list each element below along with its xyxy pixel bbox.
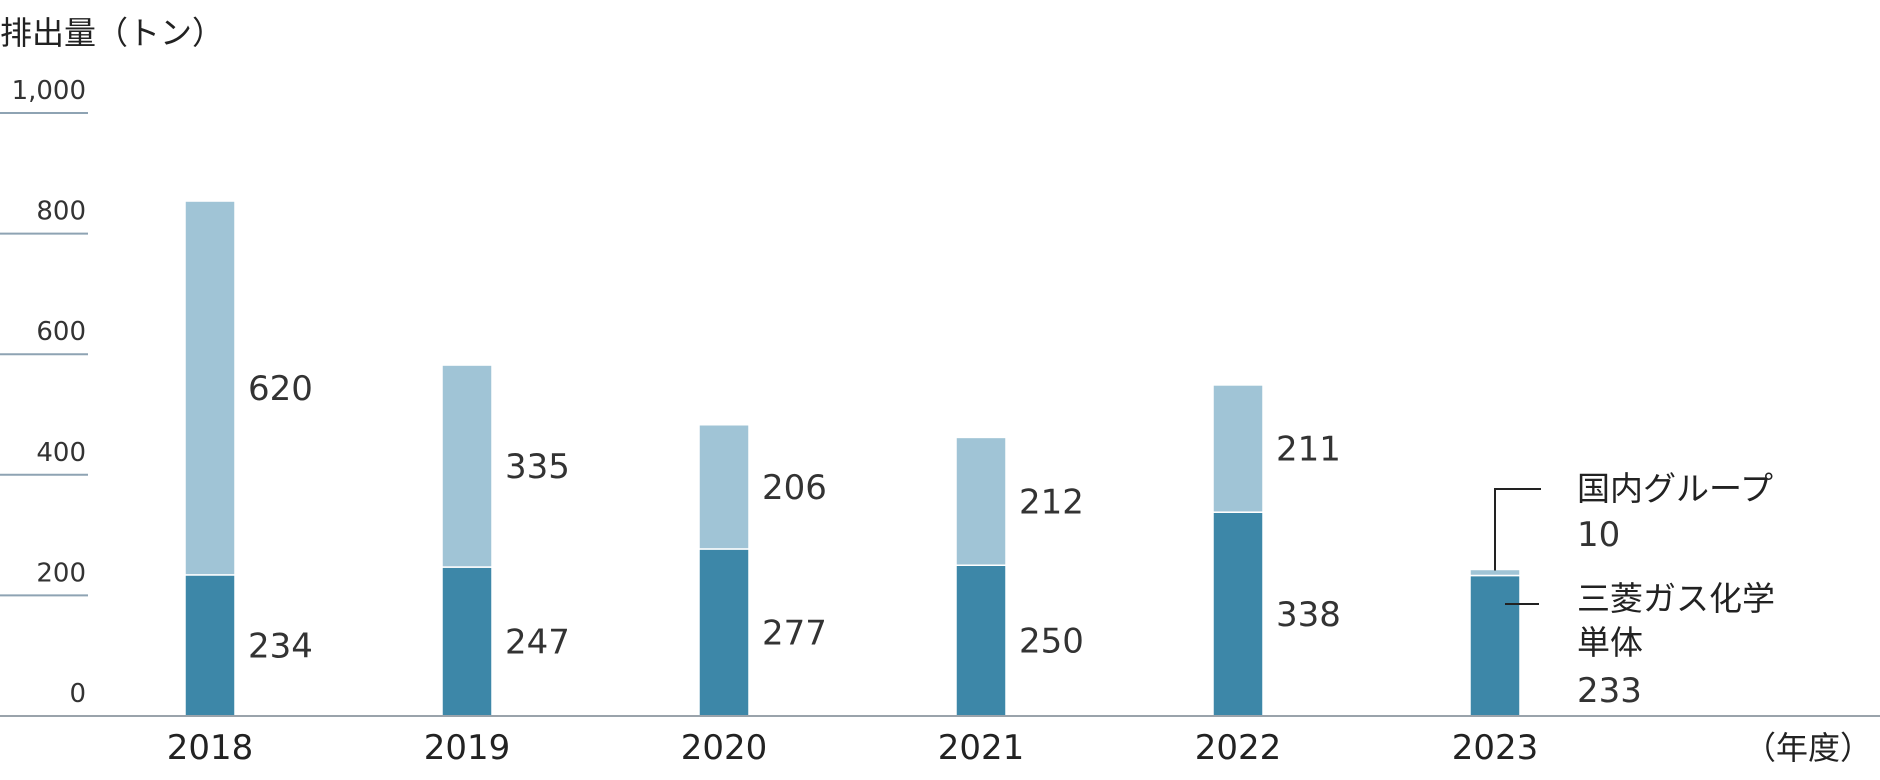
bar-segment <box>441 566 493 717</box>
legend-label: 単体 <box>1577 623 1643 662</box>
y-axis-title: 排出量（トン） <box>0 14 224 52</box>
x-axis-ticks: 2018 2019 2020 2021 2022 2023 <box>167 728 1539 768</box>
bar-value-label: 335 <box>505 447 570 487</box>
bar-segment <box>184 574 236 717</box>
y-tick-label: 400 <box>36 438 86 468</box>
x-axis-title: （年度） <box>1744 729 1872 767</box>
bar-segment <box>184 200 236 576</box>
bar-segment <box>441 364 493 568</box>
bar-value-label: 212 <box>1019 482 1084 522</box>
bar-value-label: 247 <box>505 623 570 663</box>
y-tick-label: 1,000 <box>12 76 86 106</box>
bar-value-label: 338 <box>1276 595 1341 635</box>
bar-value-label: 233 <box>1577 671 1642 711</box>
x-tick-label: 2018 <box>167 728 254 768</box>
legend-leader-line <box>1494 488 1541 571</box>
value-labels: 234 620 247 335 277 206 250 212 338 211 233 10 <box>248 369 1642 711</box>
x-tick-label: 2023 <box>1452 728 1539 768</box>
x-tick-label: 2022 <box>1195 728 1282 768</box>
bar-segment <box>1212 511 1264 717</box>
x-tick-label: 2021 <box>938 728 1025 768</box>
bar-value-label: 234 <box>248 626 313 666</box>
bar-value-label: 10 <box>1577 515 1620 555</box>
bar-segment <box>698 424 750 550</box>
bar-value-label: 250 <box>1019 622 1084 662</box>
bar-value-label: 206 <box>762 468 827 508</box>
bar-segment <box>698 548 750 717</box>
legend-label: 三菱ガス化学 <box>1577 579 1775 618</box>
bar-value-label: 277 <box>762 613 827 653</box>
y-tick-label: 0 <box>69 679 86 709</box>
bar-segment <box>1212 384 1264 513</box>
bar-value-label: 211 <box>1276 430 1341 470</box>
bar-segment <box>955 564 1007 717</box>
bar-segment <box>955 436 1007 566</box>
bar-value-label: 620 <box>248 369 313 409</box>
y-tick-label: 600 <box>36 317 86 347</box>
legend-label: 国内グループ <box>1577 469 1773 508</box>
x-tick-label: 2019 <box>424 728 511 768</box>
y-axis-ticks: 0 200 400 600 800 1,000 <box>0 76 88 709</box>
y-tick-label: 800 <box>36 197 86 227</box>
y-tick-label: 200 <box>36 558 86 588</box>
x-tick-label: 2020 <box>681 728 768 768</box>
bars <box>184 200 1521 717</box>
bar-segment <box>1469 574 1521 717</box>
